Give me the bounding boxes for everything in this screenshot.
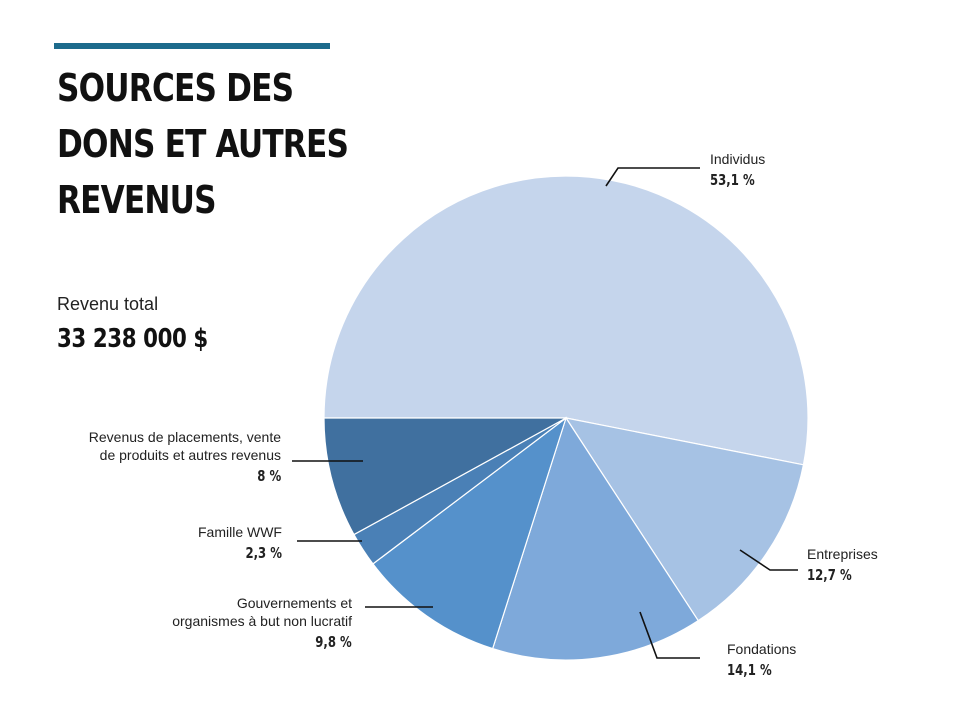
label-gouvernements-line-1: Gouvernements et [236,595,352,611]
label-entreprises-pct: 12,7 % [807,566,852,584]
chart-title-line-1: SOURCES DES [57,66,294,110]
total-revenue-label: Revenu total [57,294,159,314]
pie-slices [323,175,809,661]
pie-slice-gouvernements [372,416,568,650]
label-entreprises: Entreprises 12,7 % [807,545,878,587]
label-gouvernements-pct: 9,8 % [315,633,352,651]
chart-title-line-3: REVENUS [57,178,217,222]
label-famille-wwf-pct: 2,3 % [245,544,282,562]
pie-slice-entreprises [564,417,805,622]
label-gouvernements: Gouvernements et organismes à but non lu… [172,594,352,654]
label-revenus-placements-pct: 8 % [257,467,281,485]
leader-lines [292,167,798,659]
chart-title: SOURCES DES DONS ET AUTRES REVENUS [57,60,349,228]
leader-line-individus [605,167,700,187]
total-revenue-value: 33 238 000 $ [57,324,208,354]
leader-line-fondations [639,611,700,659]
pie-slice-fondations [491,416,700,661]
label-gouvernements-line-2: organismes à but non lucratif [172,613,352,629]
label-individus-pct: 53,1 % [710,171,755,189]
label-famille-wwf-name: Famille WWF [198,524,282,540]
pie-slice-revenus-placements [323,417,567,536]
label-fondations-pct: 14,1 % [727,661,772,679]
pie-slice-individus [323,175,809,466]
label-revenus-placements-line-2: de produits et autres revenus [99,447,281,463]
chart-title-line-2: DONS ET AUTRES [57,122,349,166]
label-individus-name: Individus [710,151,766,167]
title-accent-bar [54,43,330,49]
label-entreprises-name: Entreprises [807,546,878,562]
label-fondations-name: Fondations [727,641,797,657]
label-revenus-placements-line-1: Revenus de placements, vente [88,429,281,445]
label-revenus-placements: Revenus de placements, vente de produits… [89,428,281,488]
leader-line-entreprises [739,549,798,571]
label-famille-wwf: Famille WWF 2,3 % [198,523,282,565]
label-individus: Individus 53,1 % [710,150,767,192]
label-fondations: Fondations 14,1 % [727,640,796,682]
